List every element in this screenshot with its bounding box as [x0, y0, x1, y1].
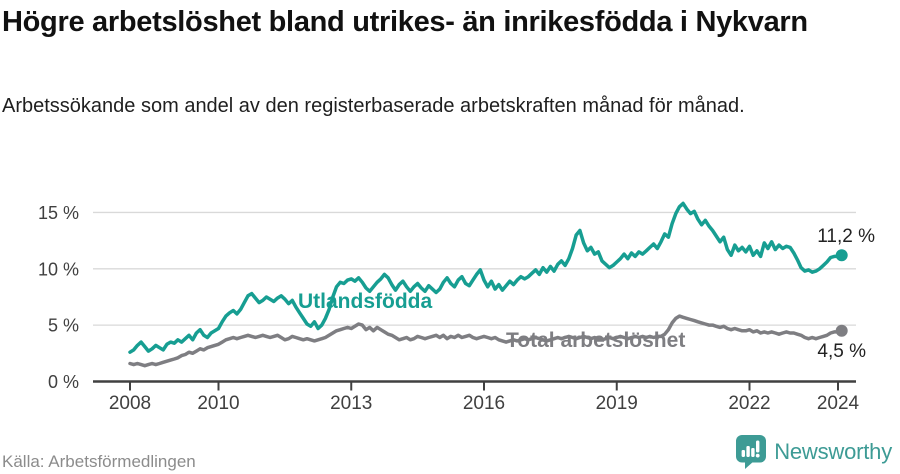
y-tick-label: 10 %: [38, 259, 79, 279]
newsworthy-icon: [736, 435, 767, 469]
chart-title: Högre arbetslöshet bland utrikes- än inr…: [2, 6, 808, 38]
series-endpoints: 11,2 % 4,5 %: [817, 226, 875, 362]
y-tick-label: 0 %: [48, 372, 79, 392]
series-line: [128, 314, 844, 368]
series-line: [128, 201, 844, 354]
x-tick-label: 2013: [330, 393, 372, 414]
x-tick-label: 2024: [817, 393, 860, 414]
chart-subtitle: Arbetssökande som andel av den registerb…: [2, 95, 745, 117]
y-tick-label: 15 %: [38, 203, 79, 223]
x-tick-label: 2008: [109, 393, 151, 414]
source-note: Källa: Arbetsförmedlingen: [2, 452, 196, 471]
x-axis: [93, 380, 856, 391]
x-tick-label: 2016: [463, 393, 505, 414]
line-chart: 0 %5 %10 %15 % 2008 2010 2013 2016 2019 2022 2…: [38, 201, 875, 414]
x-axis-labels: 2008 2010 2013 2016 2019 2022 2024: [109, 393, 860, 414]
x-tick-label: 2010: [197, 393, 239, 414]
series-label: Total arbetslöshet: [506, 329, 685, 352]
y-tick-label: 5 %: [48, 316, 79, 336]
series-end-dot: [835, 324, 848, 337]
x-tick-label: 2019: [596, 393, 638, 414]
newsworthy-logo: Newsworthy: [736, 435, 892, 469]
x-tick-label: 2022: [728, 393, 770, 414]
series-labels: Utlandsfödda Total arbetslöshet: [298, 290, 685, 352]
brand-name: Newsworthy: [774, 439, 892, 464]
series-end-value: 4,5 %: [817, 341, 866, 362]
series-end-dot: [835, 249, 848, 262]
gridlines: [93, 211, 856, 326]
series-end-value: 11,2 %: [817, 226, 875, 247]
series-lines: [128, 201, 844, 368]
series-label: Utlandsfödda: [298, 290, 432, 313]
y-axis-labels: 0 % 5 % 10 % 15 %: [38, 203, 79, 392]
